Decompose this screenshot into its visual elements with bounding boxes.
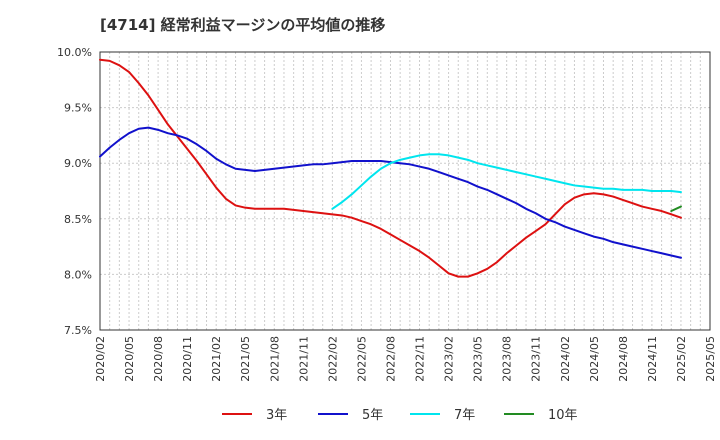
x-tick-label: 2022/02	[326, 336, 339, 382]
plot-background	[100, 52, 710, 330]
y-axis-tick-labels: 10.0% 9.5% 9.0% 8.5% 8.0% 7.5%	[57, 46, 92, 337]
legend: 3年 5年 7年 10年	[222, 408, 578, 423]
legend-label: 3年	[266, 408, 287, 423]
x-tick-label: 2020/02	[94, 336, 107, 382]
x-tick-label: 2024/05	[588, 336, 601, 382]
x-tick-label: 2025/02	[675, 336, 688, 382]
x-tick-label: 2022/11	[414, 336, 427, 382]
x-tick-label: 2022/05	[355, 336, 368, 382]
y-tick-label: 9.5%	[64, 102, 92, 115]
legend-label: 7年	[454, 408, 475, 423]
x-tick-label: 2024/11	[646, 336, 659, 382]
y-tick-label: 8.5%	[64, 213, 92, 226]
y-tick-label: 7.5%	[64, 324, 92, 337]
x-tick-label: 2021/08	[268, 336, 281, 382]
y-tick-label: 10.0%	[57, 46, 92, 59]
series-line	[331, 153, 682, 210]
series-line	[670, 205, 682, 213]
x-axis-tick-labels: 2020/02 2020/05 2020/08 2020/11 2021/02 2021/…	[94, 336, 717, 382]
x-tick-label: 2023/02	[443, 336, 456, 382]
x-tick-label: 2020/05	[123, 336, 136, 382]
x-tick-label: 2024/02	[559, 336, 572, 382]
x-tick-label: 2021/02	[210, 336, 223, 382]
plot-frame	[99, 51, 711, 331]
x-tick-label: 2023/08	[501, 336, 514, 382]
x-tick-label: 2023/11	[530, 336, 543, 382]
x-tick-label: 2024/08	[617, 336, 630, 382]
x-tick-label: 2020/08	[152, 336, 165, 382]
x-tick-label: 2021/11	[297, 336, 310, 382]
x-tick-label: 2020/11	[181, 336, 194, 382]
x-tick-label: 2021/05	[239, 336, 252, 382]
x-tick-label: 2022/08	[384, 336, 397, 382]
legend-label: 5年	[362, 408, 383, 423]
y-tick-label: 8.0%	[64, 268, 92, 281]
x-tick-label: 2025/05	[704, 336, 717, 382]
series-line	[99, 58, 682, 278]
x-tick-label: 2023/05	[472, 336, 485, 382]
series-lines	[99, 58, 682, 278]
legend-label: 10年	[548, 408, 578, 423]
chart-title: [4714] 経常利益マージンの平均値の推移	[100, 16, 386, 34]
series-line	[99, 126, 682, 259]
y-tick-label: 9.0%	[64, 157, 92, 170]
